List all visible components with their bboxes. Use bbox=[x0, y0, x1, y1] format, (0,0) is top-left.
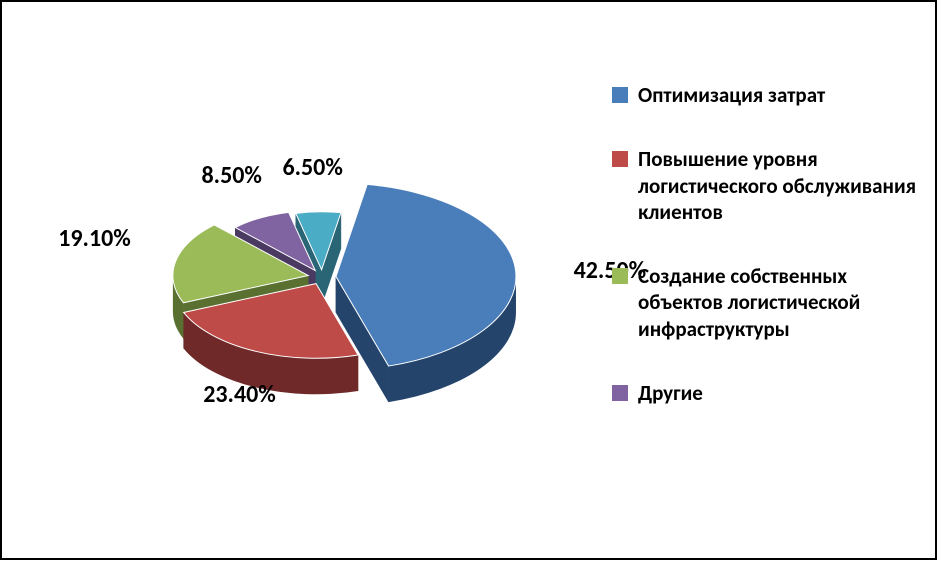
legend-item-2: Создание собственных объектов логистичес… bbox=[612, 263, 922, 342]
legend-label-0: Оптимизация затрат bbox=[638, 82, 825, 108]
legend-swatch-0 bbox=[612, 87, 628, 103]
slice-label-1: 23.40% bbox=[203, 380, 276, 409]
chart-frame: 42.50% 23.40% 19.10% 8.50% 6.50% Оптимиз… bbox=[0, 0, 937, 560]
legend-item-0: Оптимизация затрат bbox=[612, 82, 922, 108]
legend-label-1: Повышение уровня логистического обслужив… bbox=[638, 146, 922, 225]
slice-label-3: 8.50% bbox=[202, 161, 262, 190]
legend-label-2: Создание собственных объектов логистичес… bbox=[638, 263, 922, 342]
legend-swatch-1 bbox=[612, 151, 628, 167]
legend-item-3: Другие bbox=[612, 380, 922, 406]
pie-chart: 42.50% 23.40% 19.10% 8.50% 6.50% bbox=[22, 42, 582, 522]
legend-swatch-2 bbox=[612, 268, 628, 284]
slice-label-2: 19.10% bbox=[58, 224, 131, 253]
legend-swatch-3 bbox=[612, 385, 628, 401]
slice-label-4: 6.50% bbox=[282, 153, 342, 182]
legend-label-3: Другие bbox=[638, 380, 703, 406]
legend: Оптимизация затрат Повышение уровня логи… bbox=[612, 82, 922, 444]
legend-item-1: Повышение уровня логистического обслужив… bbox=[612, 146, 922, 225]
